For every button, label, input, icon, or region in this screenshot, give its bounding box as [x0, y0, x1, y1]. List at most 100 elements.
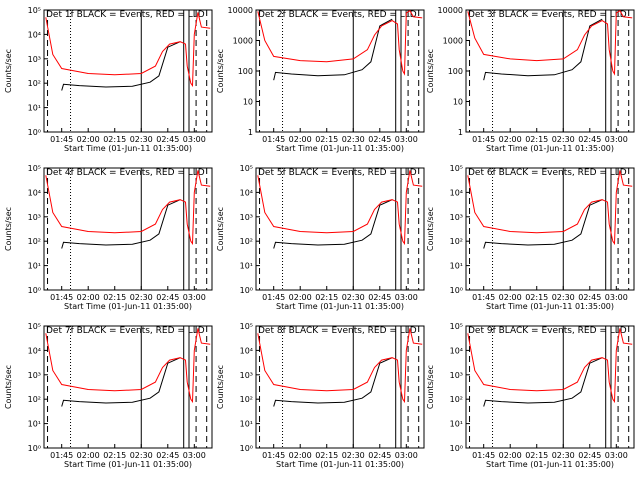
x-tick-label: 02:30: [342, 135, 365, 144]
y-tick-label: 1000: [233, 37, 253, 46]
series-line-lld: [467, 9, 633, 76]
series-line-lld: [45, 170, 211, 246]
x-tick-label: 01:45: [50, 451, 73, 460]
x-tick-label: 03:00: [605, 451, 628, 460]
y-tick-label: 10⁴: [450, 346, 463, 355]
chart-title: Det 1f BLACK = Events, RED = LLD: [46, 10, 205, 20]
x-tick-label: 02:45: [368, 135, 391, 144]
x-tick-label: 03:00: [183, 135, 206, 144]
x-tick-label: 02:15: [525, 135, 548, 144]
chart-panel-1: Det 1f BLACK = Events, RED = LLD 10⁰ 10¹ 10…: [4, 6, 213, 153]
x-tick-label: 02:00: [499, 135, 522, 144]
y-tick-label: 10⁰: [450, 286, 463, 295]
x-tick-label: 03:00: [395, 135, 418, 144]
x-tick-label: 02:30: [552, 293, 575, 302]
chart-panel-8: Det 8f BLACK = Events, RED = LLD 10⁰ 10¹ 10…: [216, 322, 425, 469]
y-tick-label: 10⁴: [240, 188, 253, 197]
y-tick-label: 10: [243, 98, 253, 107]
x-tick-label: 02:45: [156, 135, 179, 144]
y-tick-label: 1000: [443, 37, 463, 46]
y-tick-label: 10²: [240, 395, 253, 404]
y-tick-label: 1: [458, 128, 463, 137]
y-tick-label: 10⁴: [450, 188, 463, 197]
y-axis-label: Counts/sec: [216, 49, 225, 93]
x-axis-label: Start Time (01-Jun-11 01:35:00): [276, 302, 404, 311]
x-tick-label: 02:30: [552, 135, 575, 144]
x-tick-label: 02:00: [77, 135, 100, 144]
y-tick-label: 10⁵: [28, 164, 41, 173]
y-tick-label: 10⁰: [28, 286, 41, 295]
y-tick-label: 10⁵: [450, 164, 463, 173]
plot-frame: [465, 167, 635, 291]
chart-panel-3: Det 3f BLACK = Events, RED = LLD 1 10 100 10…: [426, 6, 635, 153]
x-tick-label: 02:00: [289, 451, 312, 460]
y-tick-label: 10000: [228, 6, 253, 15]
y-axis-label: Counts/sec: [4, 207, 13, 251]
x-tick-label: 03:00: [395, 293, 418, 302]
series-line-lld: [467, 170, 633, 246]
x-tick-label: 02:15: [103, 135, 126, 144]
y-tick-label: 10⁰: [450, 444, 463, 453]
y-tick-label: 10²: [450, 395, 463, 404]
y-axis-label: Counts/sec: [426, 365, 435, 409]
x-tick-label: 01:45: [472, 135, 495, 144]
x-tick-label: 02:45: [368, 293, 391, 302]
x-tick-label: 01:45: [50, 293, 73, 302]
plot-frame: [43, 9, 213, 133]
y-tick-label: 10⁵: [28, 6, 41, 15]
x-tick-label: 02:15: [103, 451, 126, 460]
x-tick-label: 02:00: [499, 293, 522, 302]
plot-frame: [465, 9, 635, 133]
plot-frame: [465, 325, 635, 449]
x-axis-label: Start Time (01-Jun-11 01:35:00): [276, 144, 404, 153]
x-tick-label: 02:30: [130, 135, 153, 144]
y-axis-label: Counts/sec: [216, 207, 225, 251]
series-line-events: [273, 199, 393, 249]
x-axis-label: Start Time (01-Jun-11 01:35:00): [486, 144, 614, 153]
y-axis-label: Counts/sec: [426, 207, 435, 251]
x-tick-label: 01:45: [472, 293, 495, 302]
chart-panel-4: Det 4f BLACK = Events, RED = LLD 10⁰ 10¹ 10…: [4, 164, 213, 311]
series-line-events: [273, 18, 393, 81]
x-tick-label: 02:30: [130, 293, 153, 302]
x-tick-label: 02:00: [499, 451, 522, 460]
series-line-lld: [467, 328, 633, 404]
x-tick-label: 03:00: [183, 293, 206, 302]
x-tick-label: 02:45: [578, 293, 601, 302]
y-tick-label: 10: [453, 98, 463, 107]
y-tick-label: 10⁵: [450, 322, 463, 331]
chart-panel-5: Det 5f BLACK = Events, RED = LLD 10⁰ 10¹ 10…: [216, 164, 425, 311]
chart-title: Det 5f BLACK = Events, RED = LLD: [258, 168, 417, 178]
plot-frame: [43, 325, 213, 449]
series-line-lld: [45, 328, 211, 404]
y-tick-label: 1: [248, 128, 253, 137]
x-axis-label: Start Time (01-Jun-11 01:35:00): [64, 460, 192, 469]
y-tick-label: 10¹: [240, 262, 253, 271]
x-tick-label: 01:45: [50, 135, 73, 144]
y-tick-label: 10²: [240, 237, 253, 246]
y-tick-label: 10⁵: [28, 322, 41, 331]
x-tick-label: 01:45: [472, 451, 495, 460]
x-axis-label: Start Time (01-Jun-11 01:35:00): [276, 460, 404, 469]
series-line-lld: [257, 9, 423, 76]
plot-frame: [43, 167, 213, 291]
y-tick-label: 100: [238, 67, 253, 76]
y-tick-label: 10¹: [28, 104, 41, 113]
x-tick-label: 01:45: [262, 293, 285, 302]
y-axis-label: Counts/sec: [426, 49, 435, 93]
series-line-events: [61, 357, 181, 407]
y-tick-label: 10⁰: [240, 286, 253, 295]
x-axis-label: Start Time (01-Jun-11 01:35:00): [64, 144, 192, 153]
chart-title: Det 4f BLACK = Events, RED = LLD: [46, 168, 205, 178]
chart-panel-9: Det 9f BLACK = Events, RED = LLD 10⁰ 10¹ 10…: [426, 322, 635, 469]
x-tick-label: 02:45: [578, 451, 601, 460]
chart-title: Det 7f BLACK = Events, RED = LLD: [46, 326, 205, 336]
plot-frame: [255, 167, 425, 291]
x-tick-label: 02:45: [578, 135, 601, 144]
y-tick-label: 10⁴: [240, 346, 253, 355]
x-tick-label: 02:00: [77, 451, 100, 460]
plot-frame: [255, 325, 425, 449]
y-tick-label: 10000: [438, 6, 463, 15]
